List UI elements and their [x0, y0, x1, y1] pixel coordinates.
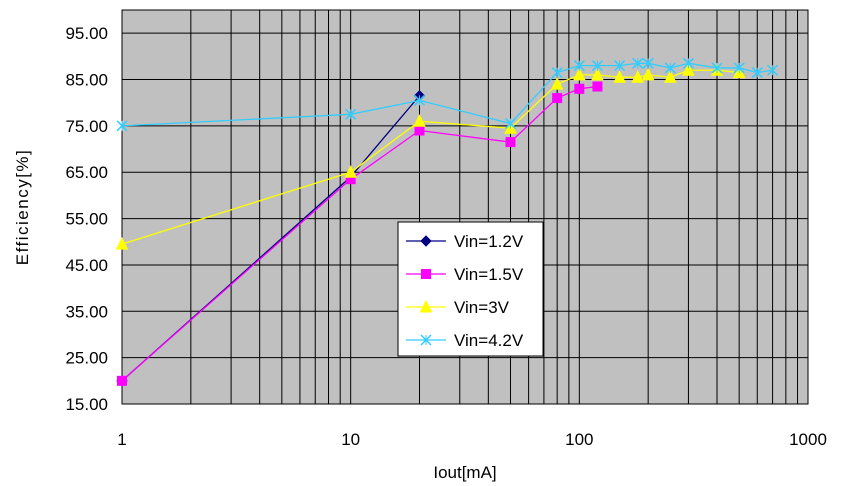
- data-point-triangle: [413, 114, 426, 127]
- series-1: [117, 81, 603, 386]
- y-tick-label: 85.00: [65, 71, 108, 90]
- data-point-square: [117, 375, 127, 386]
- data-point-x: [642, 57, 654, 69]
- data-point-square: [574, 83, 585, 94]
- data-point-x: [632, 57, 644, 69]
- data-point-x: [116, 120, 128, 132]
- data-point-triangle: [591, 67, 604, 81]
- y-tick-label: 25.00: [65, 349, 108, 368]
- legend-item: Vin=1.2V: [406, 232, 524, 251]
- data-point-triangle: [641, 67, 655, 81]
- data-point-square: [414, 125, 425, 136]
- data-point-x: [413, 94, 426, 106]
- data-point-square: [552, 93, 563, 104]
- data-point-triangle: [631, 70, 645, 83]
- data-point-x: [767, 64, 779, 76]
- data-point-triangle: [115, 236, 129, 250]
- data-point-x: [345, 108, 357, 120]
- y-tick-label: 95.00: [65, 24, 108, 43]
- data-point-triangle: [573, 67, 586, 81]
- legend-label: Vin=4.2V: [454, 331, 524, 350]
- y-axis-title: Efficiency[%]: [13, 149, 32, 266]
- legend: Vin=1.2V Vin=1.5V Vin=3V Vin=4.2V: [397, 221, 544, 357]
- data-point-x: [614, 60, 626, 72]
- data-point-triangle: [344, 165, 357, 178]
- y-axis-ticks: 15.00 25.00 35.00 45.00 55.00 65.00 75.00 85.00…: [65, 24, 108, 414]
- data-point-triangle: [419, 299, 433, 313]
- y-tick-label: 45.00: [65, 256, 108, 275]
- x-tick-label: 10: [341, 430, 360, 449]
- data-point-triangle: [613, 70, 626, 83]
- legend-box: [397, 221, 544, 357]
- grid: [121, 10, 809, 405]
- data-point-square: [505, 137, 516, 148]
- legend-label: Vin=3V: [454, 298, 510, 317]
- data-point-triangle: [550, 77, 564, 90]
- series-layer: [115, 57, 779, 387]
- data-point-x: [664, 62, 676, 74]
- data-point-x: [551, 67, 563, 79]
- legend-item: Vin=3V: [406, 298, 510, 317]
- data-point-x: [504, 118, 517, 130]
- series-line: [121, 62, 773, 127]
- data-point-x: [420, 334, 432, 346]
- y-tick-label: 55.00: [65, 210, 108, 229]
- data-point-x: [573, 60, 585, 72]
- y-tick-label: 65.00: [65, 163, 108, 182]
- y-tick-label: 35.00: [65, 302, 108, 321]
- legend-item: Vin=4.2V: [406, 331, 524, 350]
- data-point-x: [682, 57, 694, 69]
- data-point-x: [711, 62, 723, 74]
- data-point-x: [751, 67, 763, 79]
- legend-item: Vin=1.5V: [406, 265, 524, 284]
- x-axis-ticks: 1 10 100 1000: [117, 430, 827, 449]
- data-point-square: [592, 81, 603, 92]
- data-point-triangle: [664, 70, 677, 83]
- x-tick-label: 100: [565, 430, 593, 449]
- y-tick-label: 15.00: [65, 395, 108, 414]
- x-axis-title: Iout[mA]: [433, 463, 496, 482]
- y-tick-label: 75.00: [65, 117, 108, 136]
- data-point-diamond: [420, 235, 432, 247]
- data-point-triangle: [682, 63, 695, 76]
- series-3: [116, 57, 779, 132]
- legend-label: Vin=1.5V: [454, 265, 524, 284]
- x-tick-label: 1000: [789, 430, 827, 449]
- data-point-x: [733, 62, 745, 74]
- x-tick-label: 1: [117, 430, 126, 449]
- data-point-square: [421, 269, 431, 279]
- legend-label: Vin=1.2V: [454, 232, 524, 251]
- data-point-x: [591, 60, 603, 72]
